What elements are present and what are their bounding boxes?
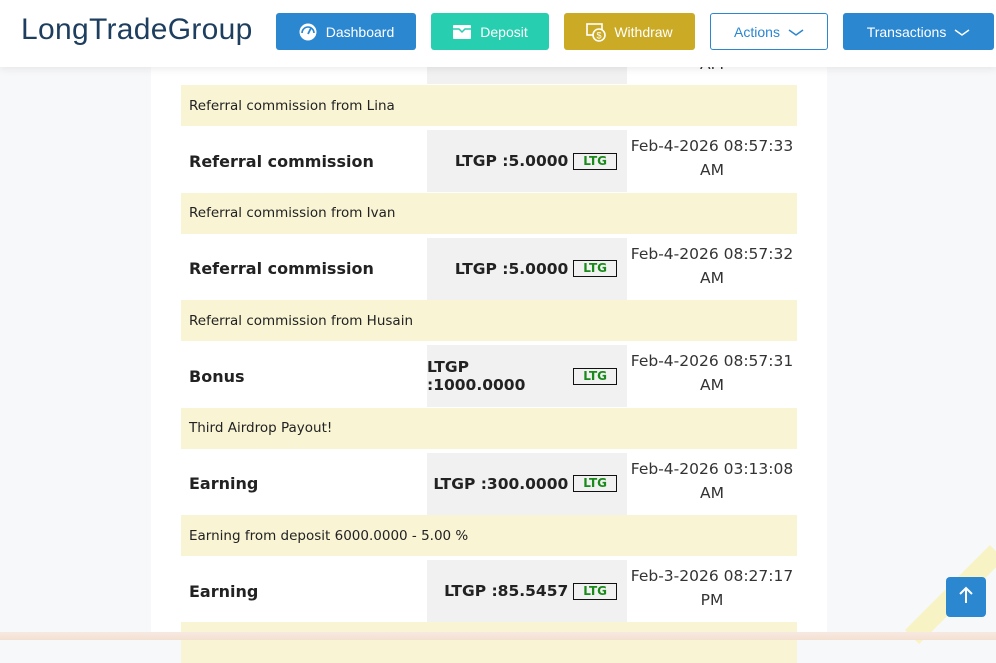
withdraw-button[interactable]: $ Withdraw bbox=[564, 13, 695, 50]
description-text: Referral commission from Lina bbox=[189, 97, 395, 114]
actions-label: Actions bbox=[734, 23, 780, 40]
date-value: Feb-4-2026 08:57:31 bbox=[630, 352, 794, 370]
date-cell: Feb-4-2026 08:57:31 AM bbox=[627, 345, 797, 407]
dashboard-button[interactable]: Dashboard bbox=[276, 13, 416, 50]
top-navbar: LongTradeGroup Dashboard Deposit $ Withd… bbox=[0, 0, 996, 67]
actions-dropdown[interactable]: Actions bbox=[710, 13, 828, 50]
description-text: Earning from deposit 6000.0000 - 5.00 % bbox=[189, 527, 469, 544]
description-text: Referral commission from Ivan bbox=[189, 205, 396, 221]
transaction-row: Earning LTGP :300.0000 LTG Feb-4-2026 03:… bbox=[181, 452, 797, 515]
dashboard-label: Dashboard bbox=[325, 23, 395, 40]
date-ampm: AM bbox=[700, 268, 724, 287]
transaction-description-row: Referral commission from Ivan bbox=[181, 192, 797, 234]
amount-value: LTGP :5.0000 bbox=[454, 259, 569, 278]
transactions-dropdown[interactable]: Transactions bbox=[843, 13, 994, 50]
amount-value: LTGP :300.0000 bbox=[433, 474, 569, 493]
withdraw-label: Withdraw bbox=[614, 23, 673, 40]
amount-cell: LTGP :85.5457 LTG bbox=[427, 560, 627, 622]
transactions-label: Transactions bbox=[866, 23, 947, 40]
amount-cell: LTGP :5.0000 LTG bbox=[427, 237, 627, 300]
currency-badge: LTG bbox=[573, 367, 617, 385]
money-icon: $ bbox=[586, 22, 607, 42]
date-cell: Feb-4-2026 03:13:08 AM bbox=[627, 453, 797, 515]
arrow-up-icon bbox=[958, 585, 974, 609]
transaction-description-row bbox=[181, 622, 797, 663]
speedometer-icon bbox=[298, 22, 318, 42]
amount-cell: LTGP :300.0000 LTG bbox=[427, 452, 627, 515]
date-value: Feb-4-2026 08:57:33 bbox=[630, 137, 794, 155]
date-cell: Feb-4-2026 08:57:32 AM bbox=[627, 238, 797, 300]
date-ampm: AM bbox=[700, 483, 724, 502]
date-ampm: PM bbox=[700, 591, 724, 609]
deposit-label: Deposit bbox=[480, 23, 528, 40]
amount-cell: LTGP :5.0000 LTG bbox=[427, 130, 627, 192]
date-value: Feb-4-2026 03:13:08 bbox=[630, 459, 794, 478]
currency-badge: LTG bbox=[573, 475, 617, 492]
scroll-to-top-button[interactable] bbox=[946, 577, 986, 617]
transaction-row: Earning LTGP :85.5457 LTG Feb-3-2026 08:2… bbox=[181, 560, 797, 622]
date-cell: Feb-4-2026 08:57:33 AM bbox=[627, 130, 797, 192]
date-ampm: AM bbox=[700, 376, 724, 394]
transaction-type: Earning bbox=[189, 581, 259, 601]
transaction-type: Referral commission bbox=[189, 259, 374, 278]
logo[interactable]: LongTradeGroup bbox=[21, 13, 253, 46]
description-text: Third Airdrop Payout! bbox=[189, 420, 333, 436]
amount-value: LTGP :1000.0000 bbox=[427, 358, 526, 394]
amount-value: LTGP :5.0000 bbox=[454, 152, 569, 170]
currency-badge: LTG bbox=[573, 582, 617, 600]
transaction-type: Referral commission bbox=[189, 151, 374, 171]
deposit-button[interactable]: Deposit bbox=[431, 13, 549, 50]
date-value: Feb-4-2026 08:57:32 bbox=[630, 244, 794, 263]
currency-badge: LTG bbox=[573, 152, 617, 170]
chevron-down-icon bbox=[954, 24, 970, 40]
wallet-icon bbox=[452, 22, 472, 42]
transaction-row: Bonus LTGP :1000.0000 LTG Feb-4-2026 08:5… bbox=[181, 345, 797, 407]
amount-cell: LTGP :1000.0000 LTG bbox=[427, 345, 627, 407]
date-value: Feb-3-2026 08:27:17 bbox=[630, 567, 794, 585]
bottom-bar bbox=[0, 632, 996, 640]
svg-text:$: $ bbox=[597, 30, 602, 40]
transaction-description-row: Referral commission from Husain bbox=[181, 300, 797, 341]
transaction-type: Bonus bbox=[189, 366, 245, 386]
date-cell: Feb-3-2026 08:27:17 PM bbox=[627, 560, 797, 622]
transaction-row: Referral commission LTGP :5.0000 LTG Feb-… bbox=[181, 130, 797, 192]
transaction-type: Earning bbox=[189, 474, 259, 493]
currency-badge: LTG bbox=[573, 260, 617, 277]
transaction-description-row: Earning from deposit 6000.0000 - 5.00 % bbox=[181, 515, 797, 556]
transaction-description-row: Referral commission from Lina bbox=[181, 85, 797, 126]
amount-value: LTGP :85.5457 bbox=[444, 582, 569, 600]
chevron-down-icon bbox=[788, 24, 804, 40]
transaction-row: Referral commission LTGP :5.0000 LTG Feb-… bbox=[181, 237, 797, 300]
date-ampm: AM bbox=[700, 161, 724, 179]
description-text: Referral commission from Husain bbox=[189, 312, 414, 329]
transaction-description-row: Third Airdrop Payout! bbox=[181, 407, 797, 449]
